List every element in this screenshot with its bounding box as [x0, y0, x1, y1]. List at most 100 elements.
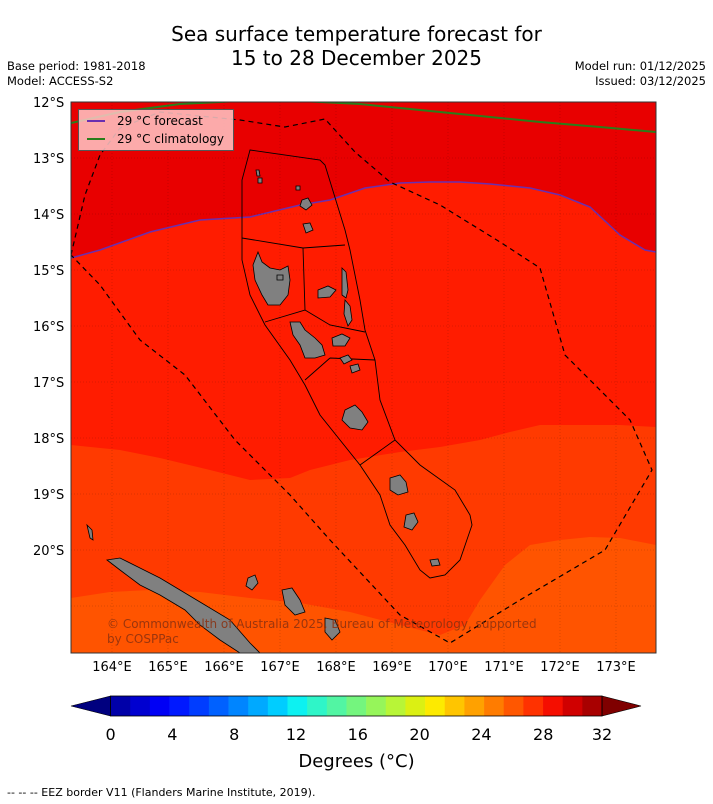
colorbar-tick: 32	[592, 725, 612, 744]
colorbar-swatch	[562, 696, 583, 716]
colorbar	[70, 695, 642, 717]
colorbar-swatch	[484, 696, 505, 716]
lon-label: 168°E	[316, 660, 356, 675]
lat-label: 20°S	[33, 544, 64, 559]
lat-label: 18°S	[33, 432, 64, 447]
colorbar-arrow-high	[601, 695, 642, 717]
legend-forecast-swatch	[87, 120, 105, 122]
colorbar-swatch	[385, 696, 406, 716]
colorbar-swatch	[405, 696, 426, 716]
aneityum	[429, 558, 441, 567]
malekula	[289, 321, 326, 359]
issued-date: Issued: 03/12/2025	[595, 74, 706, 88]
colorbar-frame	[110, 695, 603, 717]
lat-label: 19°S	[33, 488, 64, 503]
efate	[341, 404, 369, 431]
colorbar-swatch	[307, 696, 328, 716]
colorbar-swatch	[582, 696, 603, 716]
lat-label: 13°S	[33, 152, 64, 167]
colorbar-swatch	[464, 696, 485, 716]
loyalty-islands-1	[281, 587, 306, 616]
colorbar-tick: 4	[167, 725, 177, 744]
new-caledonia	[106, 557, 261, 653]
legend-climatology-label: 29 °C climatology	[117, 132, 225, 146]
province-boundaries	[241, 149, 473, 579]
colorbar-swatch	[326, 696, 347, 716]
pentecost	[341, 267, 349, 299]
lon-label: 165°E	[148, 660, 188, 675]
copyright-credit: © Commonwealth of Australia 2025, Bureau…	[107, 617, 537, 646]
meta-left: Base period: 1981-2018 Model: ACCESS-S2	[7, 59, 146, 89]
title-line-2: 15 to 28 December 2025	[230, 46, 482, 70]
lat-label: 17°S	[33, 376, 64, 391]
colorbar-swatch	[503, 696, 524, 716]
lon-label: 169°E	[372, 660, 412, 675]
colorbar-swatch	[189, 696, 210, 716]
lon-label: 166°E	[204, 660, 244, 675]
lon-label: 164°E	[92, 660, 132, 675]
lon-label: 170°E	[428, 660, 468, 675]
ua-island	[295, 185, 301, 191]
latitude-labels: 12°S 13°S 14°S 15°S 16°S 17°S 18°S 19°S …	[33, 96, 64, 559]
map-frame	[70, 101, 657, 654]
colorbar-swatch	[523, 696, 544, 716]
tanna	[389, 474, 409, 496]
model-run: Model run: 01/12/2025	[574, 59, 706, 73]
legend-forecast-label: 29 °C forecast	[117, 114, 203, 128]
colorbar-tick: 8	[229, 725, 239, 744]
ambae	[317, 285, 337, 299]
shepherd-islands	[349, 363, 361, 374]
islands	[86, 169, 441, 653]
colorbar-swatch	[346, 696, 367, 716]
aore	[276, 274, 284, 281]
loyalty-islands-3	[324, 617, 341, 641]
meta-right: Model run: 01/12/2025 Issued: 03/12/2025	[575, 59, 706, 89]
legend: 29 °C forecast 29 °C climatology	[78, 109, 234, 151]
lon-label: 173°E	[596, 660, 636, 675]
lat-label: 16°S	[33, 320, 64, 335]
title-line-1: Sea surface temperature forecast for	[171, 22, 542, 46]
colorbar-arrow-low	[70, 695, 111, 717]
erromango	[403, 512, 419, 531]
colorbar-swatch	[208, 696, 229, 716]
lon-label: 167°E	[260, 660, 300, 675]
eez-border	[71, 111, 653, 644]
forecast-29c-isotherm	[71, 181, 656, 259]
colorbar-tick: 16	[348, 725, 368, 744]
longitude-labels: 164°E 165°E 166°E 167°E 168°E 169°E 170°…	[92, 660, 636, 675]
lon-label: 172°E	[540, 660, 580, 675]
legend-climatology-swatch	[87, 138, 105, 140]
colorbar-swatch	[267, 696, 288, 716]
legend-climatology: 29 °C climatology	[87, 131, 224, 147]
colorbar-swatch	[248, 696, 269, 716]
graticule	[71, 102, 656, 653]
map-area	[71, 102, 656, 653]
lon-label: 171°E	[484, 660, 524, 675]
colorbar-swatch	[425, 696, 446, 716]
colorbar-swatch	[130, 696, 151, 716]
colorbar-swatch	[366, 696, 387, 716]
lat-label: 12°S	[33, 96, 64, 111]
ambrym	[331, 333, 351, 347]
colorbar-swatch	[444, 696, 465, 716]
map-title: Sea surface temperature forecast for 15 …	[0, 22, 713, 70]
maewo	[343, 298, 353, 327]
colorbar-tick: 12	[286, 725, 306, 744]
loyalty-islands-2	[245, 574, 259, 591]
lat-label: 15°S	[33, 264, 64, 279]
eez-footnote: -- -- -- EEZ border V11 (Flanders Marine…	[7, 786, 316, 799]
vanua-lava	[299, 197, 313, 211]
colorbar-tick: 24	[471, 725, 491, 744]
espiritu-santo	[252, 250, 291, 306]
belep-islands	[86, 523, 94, 541]
gaua	[302, 222, 314, 234]
colorbar-tick: 28	[533, 725, 553, 744]
base-period: Base period: 1981-2018	[7, 59, 146, 73]
colorbar-swatch	[543, 696, 563, 716]
colorbar-swatch	[149, 696, 170, 716]
colorbar-swatch	[287, 696, 308, 716]
colorbar-tick: 20	[409, 725, 429, 744]
lat-label: 14°S	[33, 208, 64, 223]
colorbar-swatch	[110, 696, 131, 716]
